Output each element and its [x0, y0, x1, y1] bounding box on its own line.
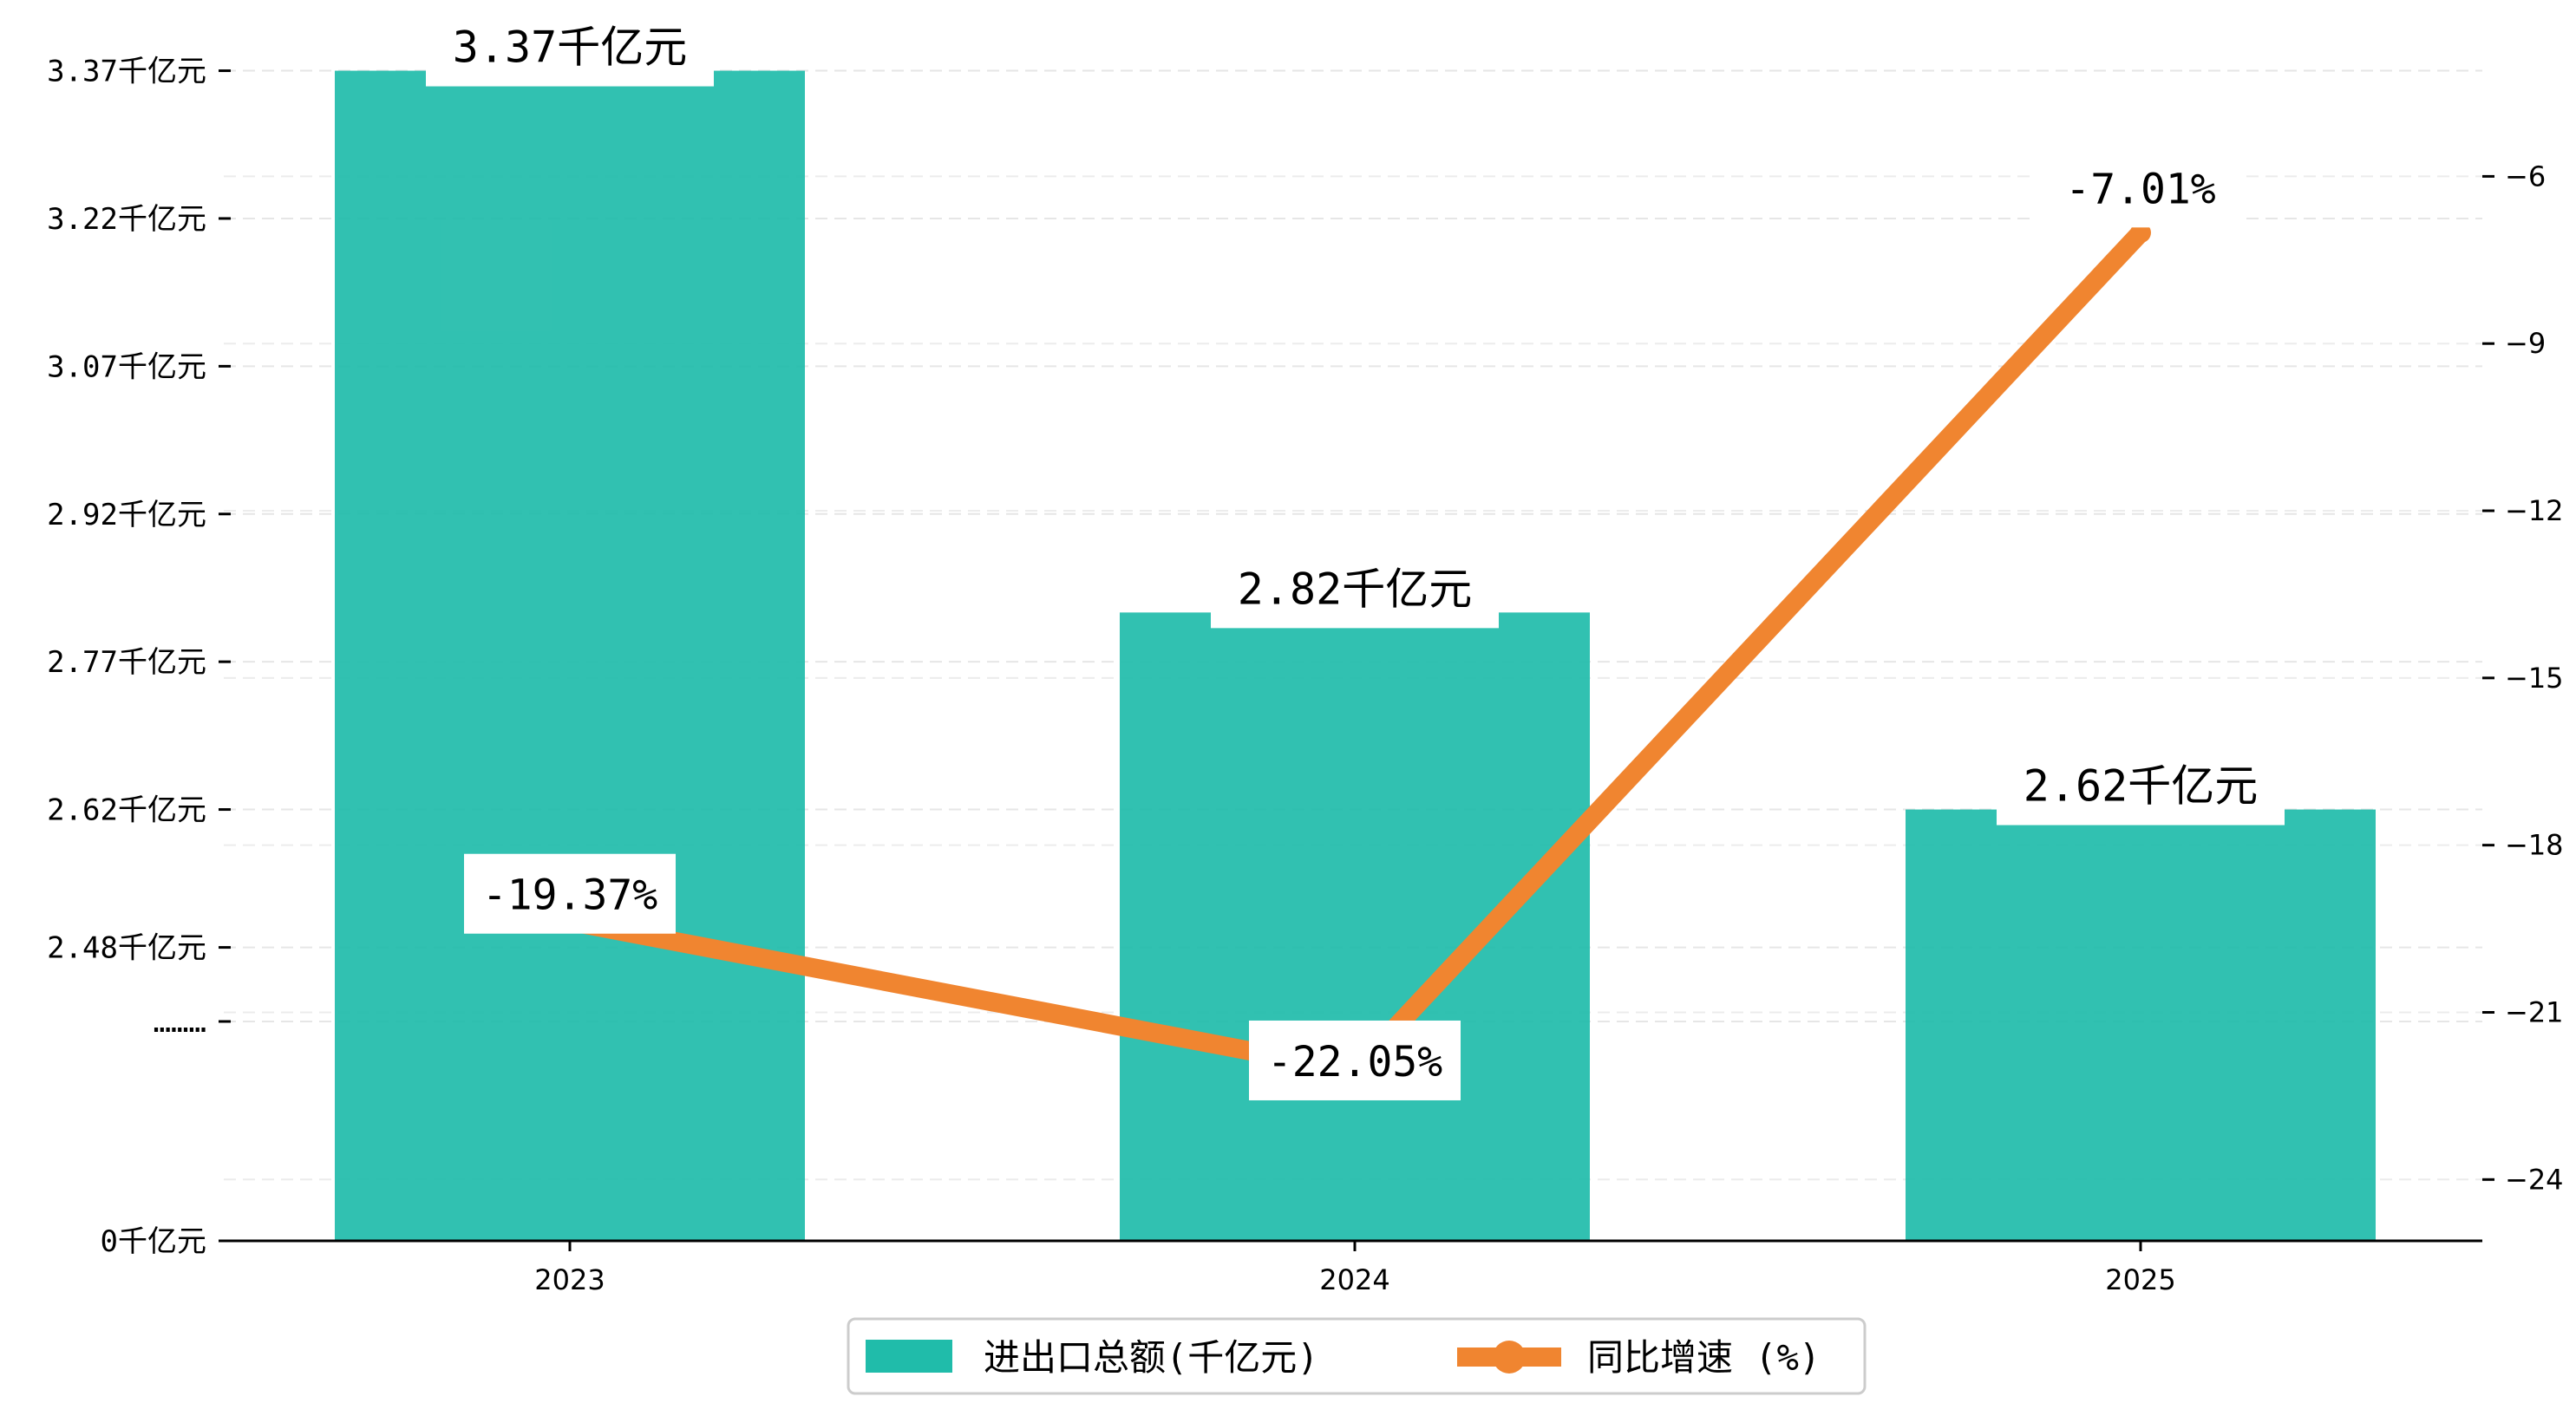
right-tick-label-6: −24: [2505, 1163, 2564, 1196]
line-label-box-2023: [464, 853, 676, 934]
left-axis: 0千亿元 ……… 2.48千亿元 2.62千亿元 2.77千亿元 2.92千亿元 3.07千…: [47, 55, 231, 1259]
left-tick-label-3: 2.62千亿元: [47, 793, 206, 828]
bar-2025: [1906, 809, 2376, 1241]
legend-frame: [847, 1317, 1867, 1395]
right-tick-label-5: −21: [2505, 995, 2564, 1028]
legend-bar-label: 进出口总额(千亿元): [984, 1336, 1319, 1379]
legend-bar-swatch: [866, 1340, 952, 1373]
x-axis: 2023 2024 2025: [534, 1241, 2176, 1296]
bar-2024: [1120, 612, 1590, 1241]
line-value-label-2024: -22.05%: [1267, 1038, 1442, 1086]
line-value-label-2023: -19.37%: [482, 871, 657, 920]
line-label-box-2024: [1249, 1020, 1461, 1100]
left-tick-label-5: 2.92千亿元: [47, 498, 206, 532]
right-tick-label-1: −9: [2505, 327, 2546, 360]
bar-value-label-2023: 3.37千亿元: [453, 23, 687, 73]
bar-value-label-2025: 2.62千亿元: [2024, 761, 2258, 812]
x-tick-label-2025: 2025: [2105, 1263, 2175, 1296]
line-label-box-2025: [2035, 147, 2246, 228]
right-tick-label-4: −18: [2505, 829, 2564, 862]
right-tick-label-3: −15: [2505, 662, 2564, 695]
right-tick-label-0: −6: [2505, 160, 2546, 192]
data-labels: 3.37千亿元 2.82千亿元 2.62千亿元 -19.37% -22.05% -7.01…: [426, 13, 2285, 1100]
line-value-label-2025: -7.01%: [2065, 165, 2215, 213]
legend-line-marker: [1493, 1341, 1526, 1374]
right-tick-label-2: −12: [2505, 494, 2564, 527]
left-tick-label-6: 3.07千亿元: [47, 349, 206, 384]
x-tick-label-2023: 2023: [534, 1263, 605, 1296]
bar-series: [335, 70, 2376, 1241]
bar-label-box-2025: [1997, 752, 2285, 825]
bar-label-box-2024: [1211, 555, 1499, 629]
bar-label-box-2023: [426, 13, 714, 87]
left-tick-label-0: 0千亿元: [101, 1224, 206, 1259]
bar-value-label-2024: 2.82千亿元: [1238, 564, 1472, 614]
x-tick-label-2024: 2024: [1319, 1263, 1389, 1296]
left-tick-label-4: 2.77千亿元: [47, 645, 206, 680]
left-tick-label-1: ………: [154, 1005, 206, 1040]
right-axis: −6 −9 −12 −15 −18 −21 −24: [2482, 160, 2564, 1196]
left-tick-label-7: 3.22千亿元: [47, 202, 206, 237]
left-tick-label-8: 3.37千亿元: [47, 55, 206, 89]
bar-2023: [335, 70, 805, 1241]
left-tick-label-2: 2.48千亿元: [47, 931, 206, 966]
legend-line-label: 同比增速 (%): [1587, 1336, 1821, 1379]
axes: [224, 1239, 2482, 1243]
legend: 进出口总额(千亿元) 同比增速 (%): [847, 1317, 1867, 1395]
